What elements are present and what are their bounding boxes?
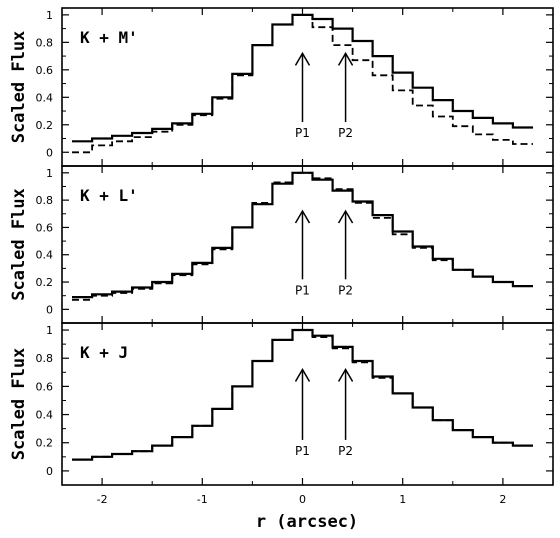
x-tick-label: 2 [499, 493, 506, 506]
y-axis-label: Scaled Flux [9, 348, 29, 461]
panel-3: 0 0.2 0.4 0.6 0.8 1 Scaled Flux K + J P1 P2 -2 -1 0 1… [9, 322, 554, 506]
annotation-label: P1 [295, 126, 310, 140]
y-tick-label: 0.2 [36, 437, 54, 450]
y-tick-label: 0.6 [36, 64, 54, 77]
series-dashed-line [72, 171, 533, 301]
x-tick-label: -1 [197, 493, 208, 506]
y-tick-label: 0.8 [36, 36, 54, 49]
annotation-label: P2 [338, 444, 353, 458]
panel-title: K + M' [80, 28, 138, 47]
y-axis-label: Scaled Flux [9, 31, 29, 144]
y-tick-label: 0.8 [36, 194, 54, 207]
y-axis-label: Scaled Flux [9, 188, 29, 301]
x-tick-label: 0 [299, 493, 306, 506]
annotation-arrow-head [337, 51, 354, 66]
y-tick-label: 0 [46, 303, 53, 316]
y-tick-label: 1 [46, 324, 53, 337]
series-dashed-line [72, 14, 533, 154]
y-tick-label: 0.8 [36, 352, 54, 365]
annotation-label: P1 [295, 283, 310, 297]
annotation-arrow-head [337, 367, 354, 382]
series-dashed-line [72, 329, 533, 461]
annotation-label: P2 [338, 283, 353, 297]
y-tick-label: 0.6 [36, 221, 54, 234]
y-tick-label: 0 [46, 465, 53, 478]
annotation-arrow-head [294, 367, 311, 382]
y-tick-label: 0.2 [36, 276, 54, 289]
y-tick-label: 0.4 [36, 249, 54, 262]
panel-frame [61, 322, 554, 486]
y-tick-label: 0.2 [36, 119, 54, 132]
panel-title: K + L' [80, 186, 138, 205]
x-tick-label: -2 [97, 493, 108, 506]
annotation-arrow-head [337, 209, 354, 224]
panel-1: 0 0.2 0.4 0.6 0.8 1 Scaled Flux K + M' P1 P2 [9, 7, 554, 167]
x-axis-label: r (arcsec) [256, 512, 358, 532]
y-tick-label: 1 [46, 167, 53, 180]
x-tick-label: 1 [399, 493, 406, 506]
y-tick-label: 0.4 [36, 409, 54, 422]
y-tick-label: 1 [46, 9, 53, 22]
annotation-label: P2 [338, 126, 353, 140]
y-tick-label: 0.4 [36, 91, 54, 104]
panel-2: 0 0.2 0.4 0.6 0.8 1 Scaled Flux K + L' P1 P2 [9, 165, 554, 324]
y-tick-label: 0.6 [36, 380, 54, 393]
annotation-label: P1 [295, 444, 310, 458]
annotation-arrow-head [294, 51, 311, 66]
y-tick-label: 0 [46, 146, 53, 159]
panel-title: K + J [80, 343, 128, 362]
annotation-arrow-head [294, 209, 311, 224]
